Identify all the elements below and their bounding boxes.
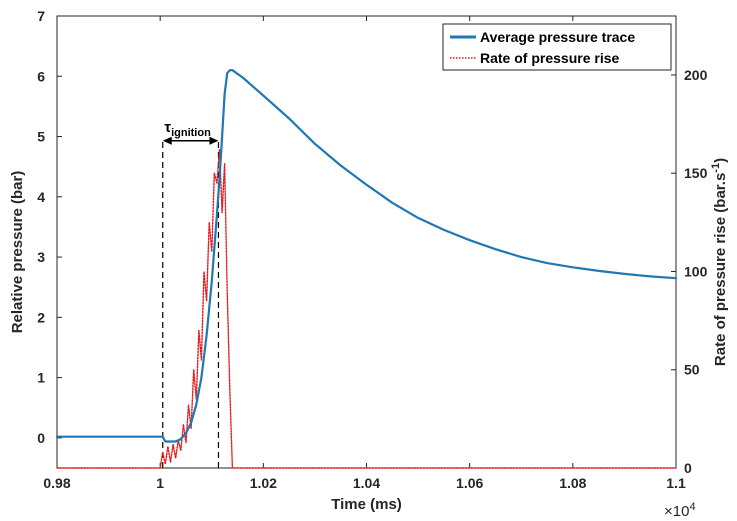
y-left-tick-label: 2 xyxy=(37,309,45,325)
y-axis-right-title-sup: -1 xyxy=(710,163,722,173)
x-tick-label: 0.98 xyxy=(43,475,70,491)
x-axis-title: Time (ms) xyxy=(331,496,402,513)
x-axis-exponent-power: 4 xyxy=(689,501,695,513)
y-left-tick-label: 7 xyxy=(37,8,45,24)
y-axis-right-title: Rate of pressure rise (bar.s-1) xyxy=(710,158,729,366)
x-tick-label: 1 xyxy=(156,475,164,491)
ignition-arrow-head-left xyxy=(162,136,172,145)
x-axis-exponent-base: ×10 xyxy=(664,503,689,520)
series-average-pressure-trace xyxy=(55,69,678,443)
x-tick-label: 1.02 xyxy=(250,475,277,491)
plot-area-frame xyxy=(56,15,677,469)
legend-label-rate-of-rise: Rate of pressure rise xyxy=(480,50,619,66)
x-tick-label: 1.08 xyxy=(559,475,586,491)
y-left-tick-label: 1 xyxy=(37,370,45,386)
legend-box xyxy=(442,23,672,71)
y-right-tick-label: 150 xyxy=(684,165,708,181)
axis-tick-labels: 0.98 1 1.02 1.04 1.06 1.08 1.10123456705010015… xyxy=(37,8,707,491)
y-right-tick-label: 200 xyxy=(684,67,708,83)
x-tick-label: 1.1 xyxy=(666,475,686,491)
y-right-tick-label: 100 xyxy=(684,263,708,279)
chart-series xyxy=(55,69,678,469)
x-tick-label: 1.06 xyxy=(456,475,483,491)
y-left-tick-label: 5 xyxy=(37,129,45,145)
y-left-tick-label: 0 xyxy=(37,430,45,446)
y-axis-right-title-close: ) xyxy=(712,158,729,163)
series-rate-of-pressure-rise xyxy=(56,148,677,469)
chart-legend: Average pressure trace Rate of pressure … xyxy=(442,23,672,71)
y-axis-left-title: Relative pressure (bar) xyxy=(9,171,26,334)
ignition-label-sub: ignition xyxy=(171,127,211,139)
x-tick-label: 1.04 xyxy=(353,475,380,491)
ignition-arrow-head-right xyxy=(209,136,219,145)
y-right-tick-label: 50 xyxy=(684,362,700,378)
x-axis-exponent: ×104 xyxy=(664,501,696,520)
axis-ticks xyxy=(56,15,677,469)
ignition-label: τignition xyxy=(164,119,211,139)
y-axis-right-title-main: Rate of pressure rise (bar.s xyxy=(712,173,729,366)
ignition-label-tau: τ xyxy=(164,119,171,136)
y-right-tick-label: 0 xyxy=(684,460,692,476)
legend-label-average-pressure: Average pressure trace xyxy=(480,29,635,45)
ignition-annotation: τignition xyxy=(162,119,219,145)
y-left-tick-label: 4 xyxy=(37,189,45,205)
y-left-tick-label: 3 xyxy=(37,249,45,265)
y-left-tick-label: 6 xyxy=(37,68,45,84)
